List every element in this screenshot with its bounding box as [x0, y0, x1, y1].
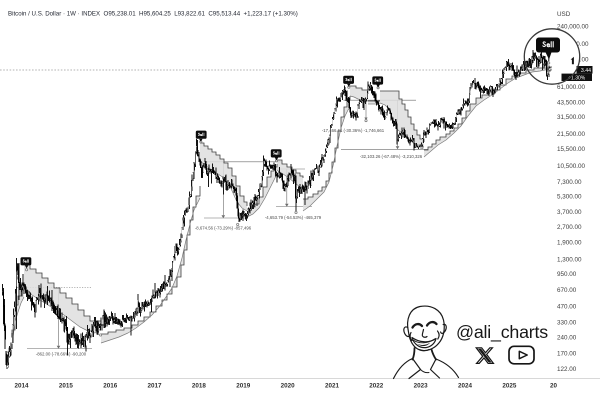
- svg-text:2,700.00: 2,700.00: [557, 224, 582, 231]
- svg-text:5,300.00: 5,300.00: [557, 194, 582, 201]
- svg-text:3.44: 3.44: [581, 68, 591, 74]
- svg-text:170.00: 170.00: [557, 351, 577, 358]
- svg-text:-4,653.79 (-54.53%) -465,379: -4,653.79 (-54.53%) -465,379: [265, 215, 322, 220]
- svg-text:61,000.00: 61,000.00: [557, 84, 586, 91]
- svg-text:2018: 2018: [192, 383, 207, 390]
- svg-text:2015: 2015: [59, 383, 74, 390]
- svg-text:670.00: 670.00: [557, 287, 577, 294]
- svg-text:43,500.00: 43,500.00: [557, 100, 586, 107]
- svg-text:240,000.00: 240,000.00: [557, 24, 589, 31]
- svg-text:1,900.00: 1,900.00: [557, 240, 582, 247]
- svg-text:2023: 2023: [414, 383, 429, 390]
- svg-text:20: 20: [550, 383, 558, 390]
- svg-text:21,500.00: 21,500.00: [557, 131, 586, 138]
- svg-text:2025: 2025: [502, 383, 517, 390]
- svg-text:3,700.00: 3,700.00: [557, 209, 582, 216]
- svg-text:-862.00 (-78.66%) -90,200: -862.00 (-78.66%) -90,200: [36, 352, 87, 357]
- svg-text:-32,103.26 (-67.48%) -3,210,32: -32,103.26 (-67.48%) -3,210,326: [360, 154, 423, 159]
- svg-text:7,300.00: 7,300.00: [557, 179, 582, 186]
- svg-text:-8,674.56 (-73.29%) -857,496: -8,674.56 (-73.29%) -857,496: [195, 226, 252, 231]
- svg-text:15,500.00: 15,500.00: [557, 146, 586, 153]
- svg-text:1,300.00: 1,300.00: [557, 256, 582, 263]
- svg-text:2014: 2014: [14, 383, 29, 390]
- svg-text:2024: 2024: [458, 383, 473, 390]
- svg-text:+1.30%: +1.30%: [568, 76, 586, 82]
- svg-text:10,500.00: 10,500.00: [557, 163, 586, 170]
- svg-text:240.00: 240.00: [557, 335, 577, 342]
- svg-text:470.00: 470.00: [557, 304, 577, 311]
- svg-text:330.00: 330.00: [557, 320, 577, 327]
- svg-text:2016: 2016: [103, 383, 118, 390]
- svg-text:@ali_charts: @ali_charts: [456, 322, 548, 343]
- svg-text:2022: 2022: [369, 383, 384, 390]
- svg-text:2020: 2020: [281, 383, 296, 390]
- svg-text:2019: 2019: [236, 383, 251, 390]
- svg-text:950.00: 950.00: [557, 271, 577, 278]
- svg-text:-17,466.61 (-30.36%) -1,746,66: -17,466.61 (-30.36%) -1,746,661: [322, 128, 385, 133]
- svg-text:122.00: 122.00: [557, 366, 577, 373]
- svg-text:USD: USD: [557, 11, 571, 18]
- svg-text:2021: 2021: [325, 383, 340, 390]
- svg-text:31,500.00: 31,500.00: [557, 114, 586, 121]
- svg-text:2017: 2017: [148, 383, 163, 390]
- svg-text:Bitcoin / U.S. Dollar · 1W · I: Bitcoin / U.S. Dollar · 1W · INDEX O95,2…: [8, 11, 298, 18]
